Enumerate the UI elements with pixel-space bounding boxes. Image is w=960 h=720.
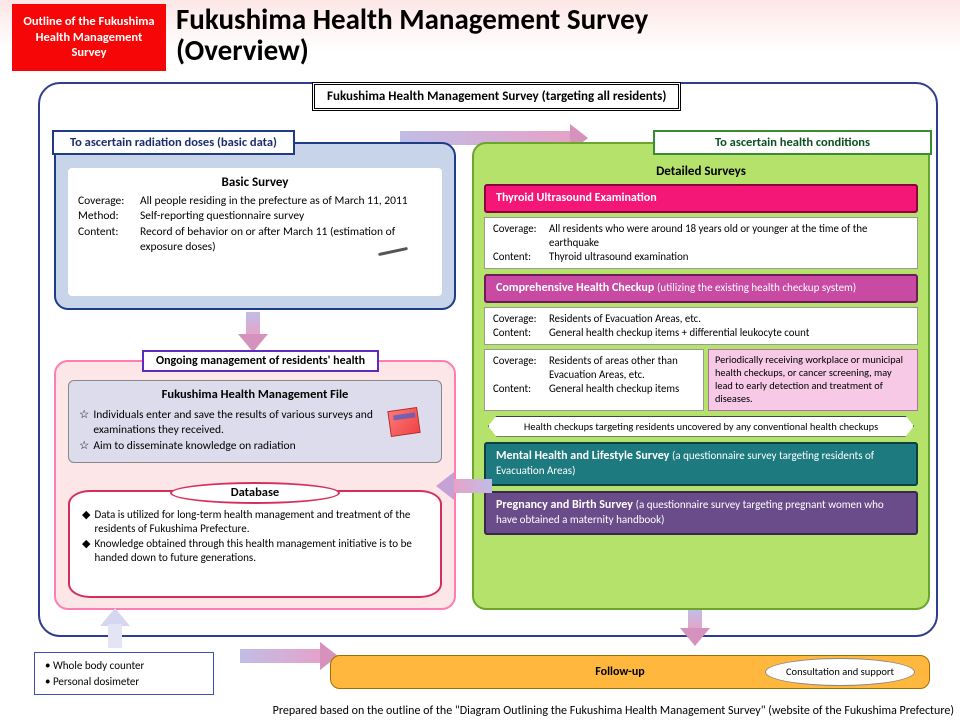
comp-sub: (utilizing the existing health checkup s…	[657, 281, 856, 294]
arrow-up-icon	[100, 608, 130, 648]
arrow-down-icon	[238, 312, 268, 352]
notebook-icon	[387, 407, 420, 437]
file-title: Fukushima Health Management File	[79, 387, 431, 404]
thyroid-detail: Coverage:All residents who were around 1…	[484, 217, 918, 269]
detailed-title: Detailed Surveys	[474, 164, 928, 179]
mental-label: Mental Health and Lifestyle Survey	[496, 449, 669, 463]
management-panel: Ongoing management of residents' health …	[54, 360, 456, 610]
database-box: Database Data is utilized for long-term …	[68, 490, 442, 598]
comp-detail-2-row: Coverage:Residents of areas other than E…	[484, 349, 918, 410]
preg-bar: Pregnancy and Birth Survey (a questionna…	[484, 491, 918, 535]
thyroid-bar: Thyroid Ultrasound Examination	[484, 184, 918, 213]
detailed-head: To ascertain health conditions	[653, 130, 932, 155]
basic-body: Basic Survey Coverage:All people residin…	[68, 168, 442, 296]
top-label: Fukushima Health Management Survey (targ…	[312, 82, 681, 111]
dosimeter-item: Personal dosimeter	[45, 674, 203, 689]
arrow-left-icon	[436, 472, 492, 500]
title-line1: Fukushima Health Management Survey	[176, 4, 648, 35]
comp-detail-1: Coverage:Residents of Evacuation Areas, …	[484, 307, 918, 345]
footer-credit: Prepared based on the outline of the "Di…	[0, 704, 954, 718]
followup-label: Follow-up	[345, 665, 765, 679]
arrow-right2-icon	[240, 642, 340, 670]
comp-detail-2: Coverage:Residents of areas other than E…	[484, 349, 704, 410]
db-point-1: Data is utilized for long-term health ma…	[82, 508, 428, 537]
mental-bar: Mental Health and Lifestyle Survey (a qu…	[484, 442, 918, 486]
detailed-surveys-panel: To ascertain health conditions Detailed …	[472, 142, 930, 610]
comp-label: Comprehensive Health Checkup	[496, 281, 654, 295]
followup-oval: Consultation and support	[765, 658, 915, 686]
basic-survey-panel: To ascertain radiation doses (basic data…	[54, 142, 456, 310]
followup-bar: Follow-up Consultation and support	[330, 655, 930, 689]
main-frame: Fukushima Health Management Survey (targ…	[38, 82, 938, 637]
counter-box: Whole body counter Personal dosimeter	[34, 652, 214, 695]
wbc-item: Whole body counter	[45, 658, 203, 673]
basic-met-v: Self-reporting questionnaire survey	[140, 209, 432, 225]
hex-note: Health checkups targeting residents unco…	[488, 416, 914, 437]
pen-icon	[378, 244, 422, 260]
preg-label: Pregnancy and Birth Survey	[496, 498, 633, 512]
basic-met-k: Method:	[78, 209, 140, 225]
page-title: Fukushima Health Management Survey (Over…	[176, 4, 648, 67]
basic-title: Basic Survey	[78, 174, 432, 192]
db-title: Database	[170, 482, 340, 504]
header: Outline of the Fukushima Health Manageme…	[0, 0, 960, 74]
header-badge: Outline of the Fukushima Health Manageme…	[12, 4, 166, 71]
db-point-2: Knowledge obtained through this health m…	[82, 537, 428, 566]
basic-head: To ascertain radiation doses (basic data…	[52, 130, 295, 155]
comp-bar: Comprehensive Health Checkup (utilizing …	[484, 274, 918, 303]
file-box: Fukushima Health Management File Individ…	[68, 380, 442, 463]
title-line2: (Overview)	[176, 35, 648, 66]
management-head: Ongoing management of residents' health	[142, 350, 379, 372]
file-point-1: Individuals enter and save the results o…	[79, 408, 431, 439]
basic-con-k: Content:	[78, 225, 140, 256]
arrow-down2-icon	[680, 610, 710, 650]
basic-cov-k: Coverage:	[78, 194, 140, 210]
file-point-2: Aim to disseminate knowledge on radiatio…	[79, 439, 431, 455]
periodic-note: Periodically receiving workplace or muni…	[708, 349, 918, 410]
basic-cov-v: All people residing in the prefecture as…	[140, 194, 432, 210]
